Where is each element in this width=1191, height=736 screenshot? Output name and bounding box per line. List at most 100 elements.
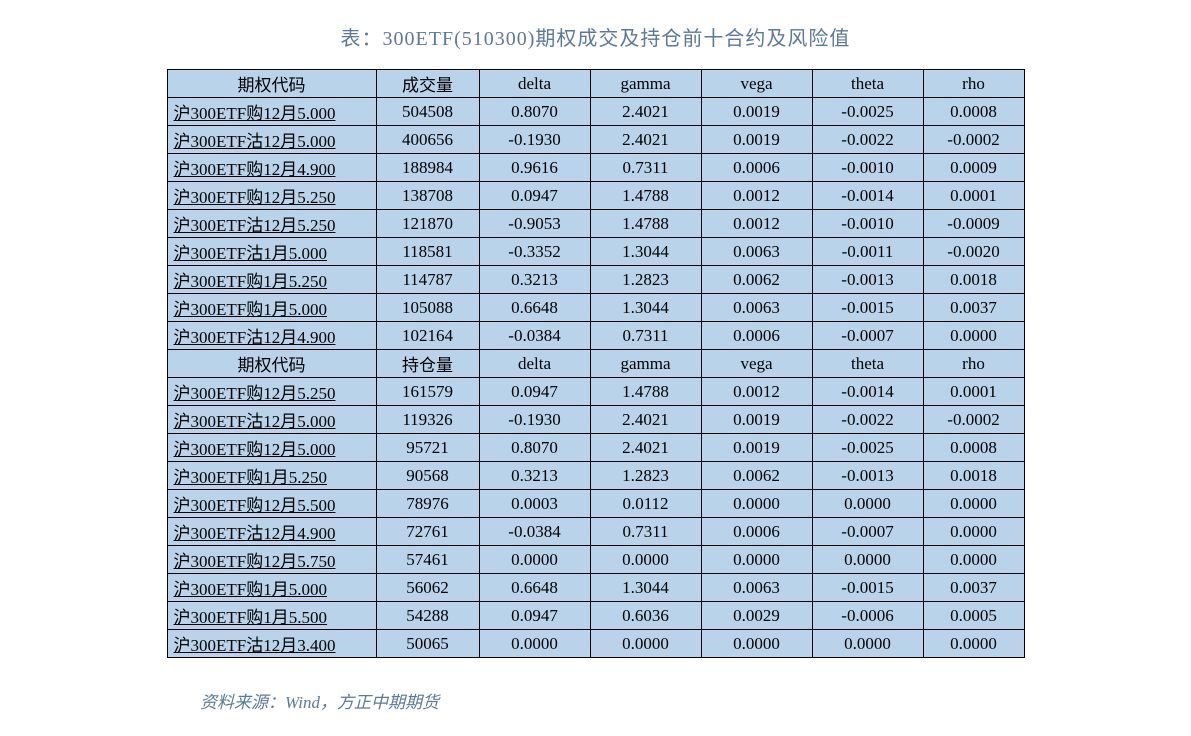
cell-value: 119326	[376, 406, 479, 434]
col-theta: theta	[812, 70, 923, 98]
cell-value: 1.3044	[590, 294, 701, 322]
cell-value: 1.2823	[590, 266, 701, 294]
cell-value: -0.0009	[923, 210, 1024, 238]
cell-value: 0.0000	[701, 546, 812, 574]
cell-value: 54288	[376, 602, 479, 630]
cell-code: 沪300ETF购12月4.900	[167, 154, 376, 182]
cell-value: 0.7311	[590, 322, 701, 350]
col-gamma: gamma	[590, 70, 701, 98]
table-body-oi: 沪300ETF购12月5.2501615790.09471.47880.0012…	[167, 378, 1024, 658]
cell-value: -0.1930	[479, 406, 590, 434]
col-code-2: 期权代码	[167, 350, 376, 378]
cell-value: 0.0012	[701, 378, 812, 406]
cell-value: 138708	[376, 182, 479, 210]
col-gamma-2: gamma	[590, 350, 701, 378]
table-row: 沪300ETF沽12月5.000400656-0.19302.40210.001…	[167, 126, 1024, 154]
col-oi: 持仓量	[376, 350, 479, 378]
cell-value: -0.0010	[812, 210, 923, 238]
table-row: 沪300ETF沽12月4.90072761-0.03840.73110.0006…	[167, 518, 1024, 546]
cell-value: 95721	[376, 434, 479, 462]
cell-code: 沪300ETF沽12月5.000	[167, 126, 376, 154]
cell-value: 161579	[376, 378, 479, 406]
cell-value: 0.0947	[479, 182, 590, 210]
col-rho-2: rho	[923, 350, 1024, 378]
cell-value: -0.0007	[812, 518, 923, 546]
cell-value: -0.0002	[923, 406, 1024, 434]
cell-value: 0.0006	[701, 322, 812, 350]
table-row: 沪300ETF购1月5.000560620.66481.30440.0063-0…	[167, 574, 1024, 602]
cell-code: 沪300ETF购12月5.750	[167, 546, 376, 574]
cell-value: 0.7311	[590, 518, 701, 546]
table-row: 沪300ETF沽12月4.900102164-0.03840.73110.000…	[167, 322, 1024, 350]
table-row: 沪300ETF购12月5.000957210.80702.40210.0019-…	[167, 434, 1024, 462]
cell-value: 0.0947	[479, 602, 590, 630]
cell-value: 0.0000	[701, 490, 812, 518]
cell-value: 90568	[376, 462, 479, 490]
cell-value: 50065	[376, 630, 479, 658]
cell-value: 0.8070	[479, 98, 590, 126]
cell-value: 0.0037	[923, 574, 1024, 602]
cell-value: -0.0015	[812, 574, 923, 602]
table-body-volume: 沪300ETF购12月5.0005045080.80702.40210.0019…	[167, 98, 1024, 350]
cell-value: 0.0000	[812, 630, 923, 658]
cell-value: 2.4021	[590, 126, 701, 154]
table-row: 沪300ETF购1月5.250905680.32131.28230.0062-0…	[167, 462, 1024, 490]
cell-code: 沪300ETF沽12月5.000	[167, 406, 376, 434]
table-row: 沪300ETF购1月5.500542880.09470.60360.0029-0…	[167, 602, 1024, 630]
cell-value: -0.3352	[479, 238, 590, 266]
options-table: 期权代码 成交量 delta gamma vega theta rho 沪300…	[167, 69, 1025, 658]
cell-value: 504508	[376, 98, 479, 126]
cell-value: 1.3044	[590, 238, 701, 266]
cell-value: 0.9616	[479, 154, 590, 182]
cell-value: 0.0006	[701, 154, 812, 182]
col-vega-2: vega	[701, 350, 812, 378]
cell-value: 0.0063	[701, 294, 812, 322]
cell-code: 沪300ETF沽12月3.400	[167, 630, 376, 658]
cell-code: 沪300ETF购1月5.000	[167, 294, 376, 322]
cell-value: 102164	[376, 322, 479, 350]
cell-value: 1.4788	[590, 378, 701, 406]
cell-value: -0.0014	[812, 182, 923, 210]
cell-code: 沪300ETF购12月5.250	[167, 378, 376, 406]
cell-value: 0.0000	[479, 546, 590, 574]
cell-value: 0.0000	[923, 630, 1024, 658]
cell-value: -0.0002	[923, 126, 1024, 154]
table-container: 期权代码 成交量 delta gamma vega theta rho 沪300…	[0, 69, 1191, 658]
table-row: 沪300ETF购12月5.2501387080.09471.47880.0012…	[167, 182, 1024, 210]
cell-value: 0.0000	[590, 546, 701, 574]
cell-value: 2.4021	[590, 98, 701, 126]
data-source: 资料来源：Wind，方正中期期货	[0, 658, 1191, 713]
cell-value: -0.9053	[479, 210, 590, 238]
cell-value: -0.0020	[923, 238, 1024, 266]
cell-value: 0.0063	[701, 574, 812, 602]
cell-code: 沪300ETF沽12月5.250	[167, 210, 376, 238]
col-vega: vega	[701, 70, 812, 98]
cell-value: 0.0019	[701, 406, 812, 434]
cell-value: 1.3044	[590, 574, 701, 602]
table-title: 表：300ETF(510300)期权成交及持仓前十合约及风险值	[0, 0, 1191, 69]
cell-code: 沪300ETF购1月5.250	[167, 462, 376, 490]
col-delta: delta	[479, 70, 590, 98]
cell-value: 0.6648	[479, 574, 590, 602]
cell-value: -0.0013	[812, 266, 923, 294]
cell-value: 56062	[376, 574, 479, 602]
cell-value: 0.0009	[923, 154, 1024, 182]
cell-value: 0.0012	[701, 210, 812, 238]
cell-value: 0.0947	[479, 378, 590, 406]
cell-value: 400656	[376, 126, 479, 154]
cell-code: 沪300ETF沽12月4.900	[167, 518, 376, 546]
cell-code: 沪300ETF沽1月5.000	[167, 238, 376, 266]
table-row: 沪300ETF沽12月5.250121870-0.90531.47880.001…	[167, 210, 1024, 238]
table-row: 沪300ETF沽1月5.000118581-0.33521.30440.0063…	[167, 238, 1024, 266]
cell-value: 0.0018	[923, 462, 1024, 490]
cell-value: 0.0000	[923, 546, 1024, 574]
table-row: 沪300ETF购1月5.2501147870.32131.28230.0062-…	[167, 266, 1024, 294]
cell-value: 0.0000	[812, 546, 923, 574]
cell-value: 0.6648	[479, 294, 590, 322]
col-rho: rho	[923, 70, 1024, 98]
cell-code: 沪300ETF购12月5.500	[167, 490, 376, 518]
cell-value: 188984	[376, 154, 479, 182]
col-volume: 成交量	[376, 70, 479, 98]
col-delta-2: delta	[479, 350, 590, 378]
cell-value: 0.0018	[923, 266, 1024, 294]
